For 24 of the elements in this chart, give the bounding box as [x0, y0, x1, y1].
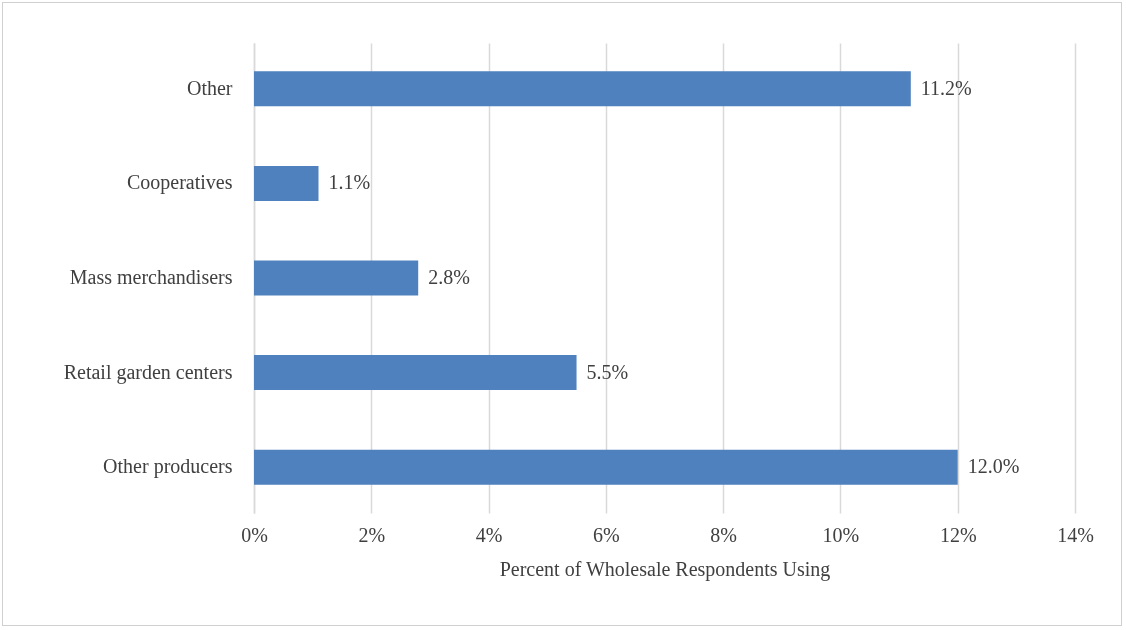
bar	[254, 71, 911, 107]
bar	[254, 260, 419, 296]
data-label: 12.0%	[967, 455, 1020, 478]
x-axis-title: Percent of Wholesale Respondents Using	[499, 557, 831, 581]
bar	[254, 449, 958, 485]
y-tick-label: Mass merchandisers	[69, 266, 233, 288]
x-tick-label: 2%	[358, 523, 386, 546]
data-label: 5.5%	[586, 360, 629, 383]
y-tick-label: Other	[186, 76, 233, 99]
x-tick-label: 6%	[593, 523, 620, 546]
data-label: 2.8%	[428, 266, 470, 288]
x-tick-label: 10%	[822, 523, 860, 546]
x-tick-label: 12%	[939, 523, 977, 546]
x-tick-label: 0%	[241, 523, 268, 546]
x-tick-label: 4%	[475, 523, 503, 546]
y-tick-label: Cooperatives	[126, 171, 233, 195]
data-label: 11.2%	[920, 76, 972, 99]
bar	[254, 355, 577, 391]
x-tick-label: 8%	[710, 523, 737, 546]
y-tick-label: Retail garden centers	[63, 360, 233, 384]
x-tick-label: 14%	[1057, 523, 1094, 546]
y-tick-label: Other producers	[103, 455, 233, 479]
data-label: 1.1%	[328, 171, 371, 194]
bar	[254, 165, 319, 201]
